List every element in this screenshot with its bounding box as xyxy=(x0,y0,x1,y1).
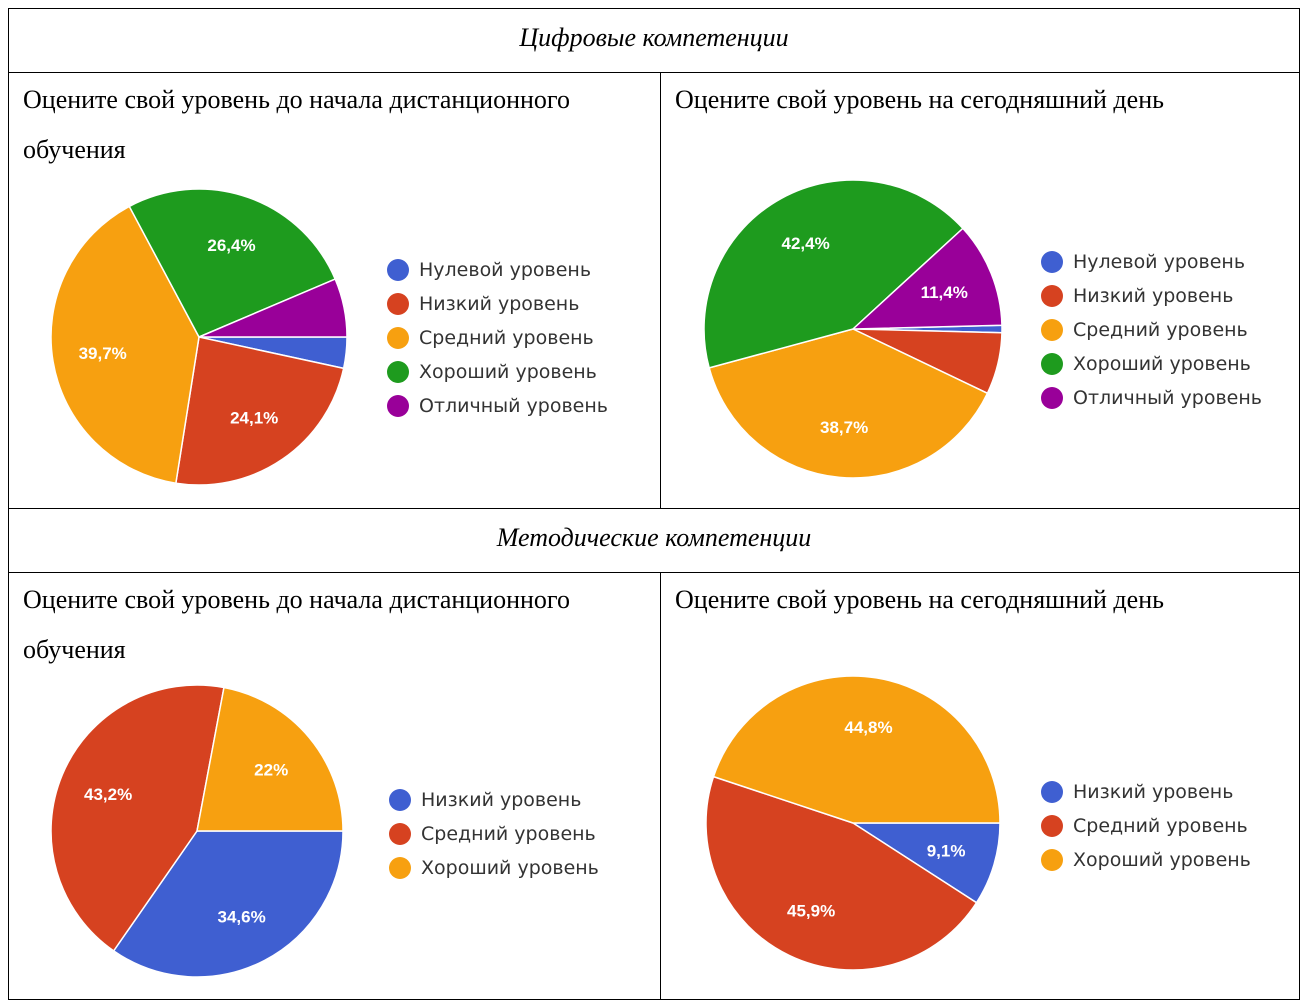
legend-swatch xyxy=(387,259,409,281)
legend-label: Нулевой уровень xyxy=(419,259,591,281)
section-heading-digital: Цифровые компетенции xyxy=(9,9,1300,73)
slice-data-label: 11,4% xyxy=(921,283,968,302)
legend-swatch xyxy=(389,823,411,845)
chart-question: Оцените свой уровень до начала дистанцио… xyxy=(9,73,660,175)
legend-swatch xyxy=(387,293,409,315)
chart-question: Оцените свой уровень на сегодняшний день xyxy=(661,73,1299,125)
chart-question: Оцените свой уровень на сегодняшний день xyxy=(661,573,1299,625)
section-heading-methodical: Методические компетенции xyxy=(9,509,1300,573)
legend-swatch xyxy=(387,395,409,417)
legend-label: Хороший уровень xyxy=(419,361,597,383)
legend-label: Низкий уровень xyxy=(419,293,579,315)
legend-swatch xyxy=(389,857,411,879)
legend-swatch xyxy=(1041,815,1063,837)
chart-legend: Низкий уровень Средний уровень Хороший уро… xyxy=(389,783,599,885)
legend-item: Низкий уровень xyxy=(1041,279,1262,313)
pie-chart-methodical-now: 9,1% 45,9% 44,8% Низкий уровень Средний уров… xyxy=(661,573,1299,999)
slice-data-label: 43,2% xyxy=(84,785,132,804)
legend-label: Хороший уровень xyxy=(1073,849,1251,871)
legend-swatch xyxy=(1041,849,1063,871)
legend-item: Хороший уровень xyxy=(387,355,608,389)
slice-data-label: 24,1% xyxy=(230,409,278,428)
competence-table: Цифровые компетенции 24,1% 39,7% 26,4% Нуле… xyxy=(8,8,1300,1000)
slice-data-label: 26,4% xyxy=(207,236,255,255)
legend-label: Отличный уровень xyxy=(1073,387,1262,409)
legend-item: Нулевой уровень xyxy=(387,253,608,287)
pie-chart-digital-now: 38,7% 42,4% 11,4% Нулевой уровень Низкий уро… xyxy=(661,73,1299,508)
legend-label: Средний уровень xyxy=(421,823,596,845)
legend-label: Нулевой уровень xyxy=(1073,251,1245,273)
legend-swatch xyxy=(389,789,411,811)
cell-methodical-before: 34,6% 43,2% 22% Низкий уровень Средний урове… xyxy=(9,573,661,1000)
legend-label: Средний уровень xyxy=(1073,815,1248,837)
legend-item: Низкий уровень xyxy=(389,783,599,817)
legend-label: Низкий уровень xyxy=(1073,285,1233,307)
legend-item: Средний уровень xyxy=(389,817,599,851)
cell-digital-now: 38,7% 42,4% 11,4% Нулевой уровень Низкий уро… xyxy=(661,73,1300,509)
slice-data-label: 42,4% xyxy=(781,234,829,253)
slice-data-label: 45,9% xyxy=(787,902,835,921)
legend-swatch xyxy=(1041,353,1063,375)
chart-legend: Низкий уровень Средний уровень Хороший уро… xyxy=(1041,775,1251,877)
legend-item: Хороший уровень xyxy=(389,851,599,885)
section-heading-text: Цифровые компетенции xyxy=(9,9,1299,53)
legend-label: Хороший уровень xyxy=(421,857,599,879)
legend-item: Нулевой уровень xyxy=(1041,245,1262,279)
slice-data-label: 22% xyxy=(254,761,288,780)
cell-digital-before: 24,1% 39,7% 26,4% Нулевой уровень Низкий уро… xyxy=(9,73,661,509)
legend-swatch xyxy=(1041,781,1063,803)
legend-item: Средний уровень xyxy=(387,321,608,355)
legend-label: Отличный уровень xyxy=(419,395,608,417)
legend-item: Отличный уровень xyxy=(1041,381,1262,415)
legend-swatch xyxy=(387,327,409,349)
legend-item: Хороший уровень xyxy=(1041,843,1251,877)
legend-item: Средний уровень xyxy=(1041,809,1251,843)
section-heading-text: Методические компетенции xyxy=(9,509,1299,553)
legend-swatch xyxy=(1041,319,1063,341)
legend-swatch xyxy=(387,361,409,383)
legend-swatch xyxy=(1041,251,1063,273)
legend-item: Средний уровень xyxy=(1041,313,1262,347)
legend-item: Отличный уровень xyxy=(387,389,608,423)
legend-item: Низкий уровень xyxy=(1041,775,1251,809)
chart-legend: Нулевой уровень Низкий уровень Средний уро… xyxy=(387,253,608,423)
legend-swatch xyxy=(1041,285,1063,307)
legend-label: Средний уровень xyxy=(419,327,594,349)
slice-data-label: 9,1% xyxy=(927,841,966,860)
slice-data-label: 44,8% xyxy=(844,718,892,737)
slice-data-label: 34,6% xyxy=(217,907,265,926)
cell-methodical-now: 9,1% 45,9% 44,8% Низкий уровень Средний уров… xyxy=(661,573,1300,1000)
chart-legend: Нулевой уровень Низкий уровень Средний уро… xyxy=(1041,245,1262,415)
slice-data-label: 39,7% xyxy=(79,344,127,363)
legend-label: Хороший уровень xyxy=(1073,353,1251,375)
legend-label: Низкий уровень xyxy=(1073,781,1233,803)
legend-item: Хороший уровень xyxy=(1041,347,1262,381)
legend-item: Низкий уровень xyxy=(387,287,608,321)
legend-label: Низкий уровень xyxy=(421,789,581,811)
slice-data-label: 38,7% xyxy=(820,418,868,437)
legend-label: Средний уровень xyxy=(1073,319,1248,341)
legend-swatch xyxy=(1041,387,1063,409)
chart-question: Оцените свой уровень до начала дистанцио… xyxy=(9,573,660,675)
